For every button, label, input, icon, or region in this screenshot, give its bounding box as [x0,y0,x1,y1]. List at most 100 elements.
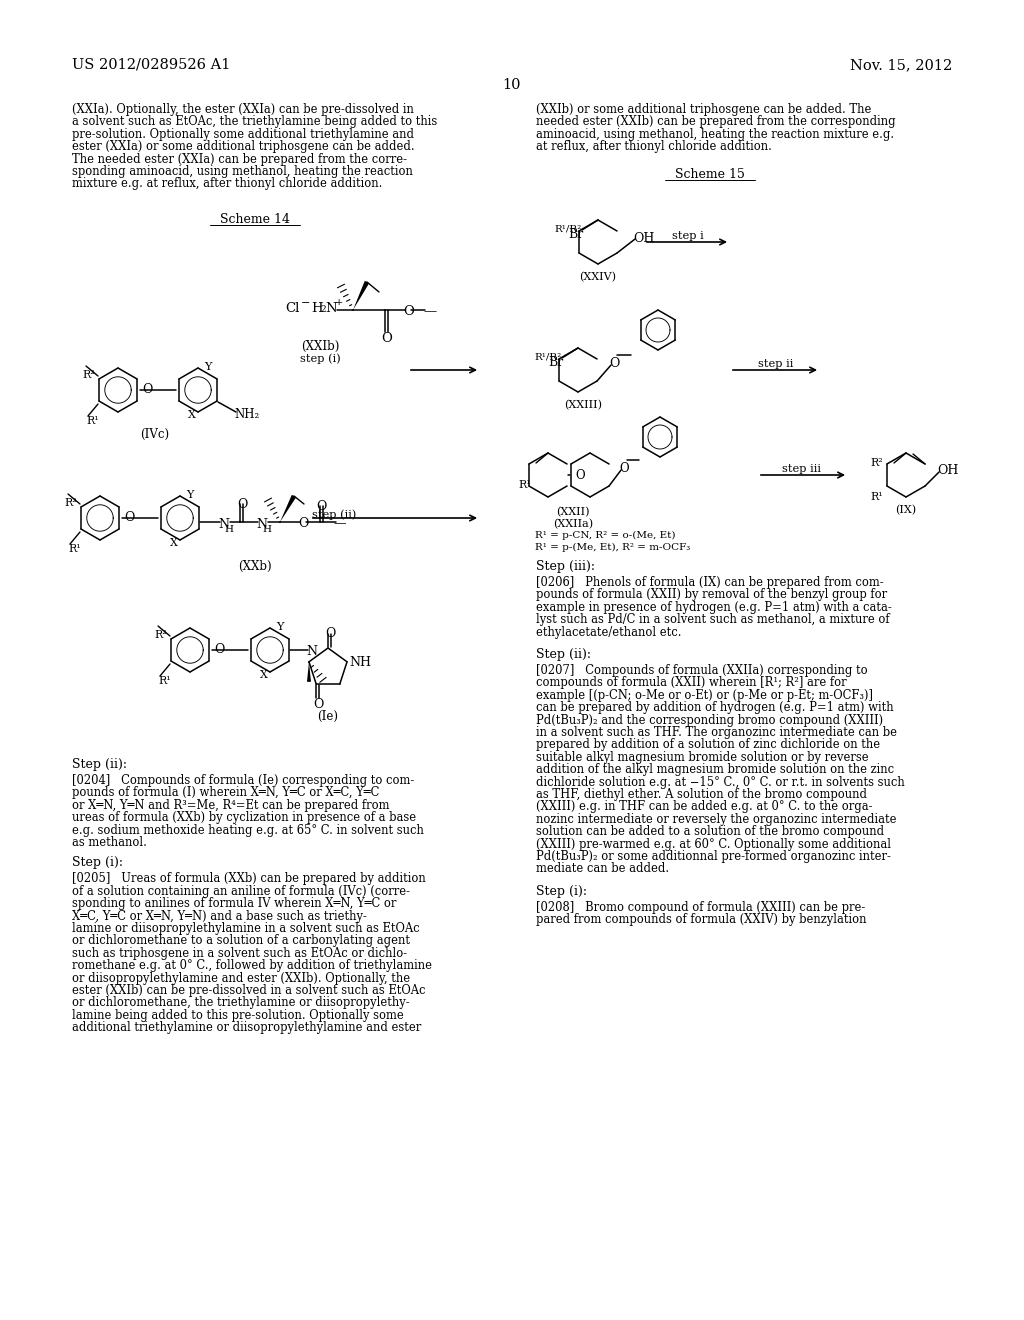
Text: or dichloromethane to a solution of a carbonylating agent: or dichloromethane to a solution of a ca… [72,935,410,948]
Text: or X═N, Y═N and R³=Me, R⁴=Et can be prepared from: or X═N, Y═N and R³=Me, R⁴=Et can be prep… [72,799,389,812]
Text: ethylacetate/ethanol etc.: ethylacetate/ethanol etc. [536,626,682,639]
Text: O: O [403,305,414,318]
Text: R²: R² [63,498,77,508]
Text: +: + [335,298,343,308]
Text: [0205]   Ureas of formula (XXb) can be prepared by addition: [0205] Ureas of formula (XXb) can be pre… [72,873,426,886]
Text: Cl: Cl [285,302,299,315]
Text: of a solution containing an aniline of formula (IVc) (corre-: of a solution containing an aniline of f… [72,884,410,898]
Text: Nov. 15, 2012: Nov. 15, 2012 [850,58,952,73]
Text: H: H [262,525,271,535]
Text: Step (ii):: Step (ii): [536,648,591,661]
Text: additional triethylamine or diisopropylethylamine and ester: additional triethylamine or diisopropyle… [72,1022,421,1034]
Text: R¹ = p-(Me, Et), R² = m-OCF₃: R¹ = p-(Me, Et), R² = m-OCF₃ [535,543,690,552]
Text: Scheme 15: Scheme 15 [675,168,744,181]
Text: (XXIIa): (XXIIa) [553,519,593,529]
Text: US 2012/0289526 A1: US 2012/0289526 A1 [72,58,230,73]
Text: solution can be added to a solution of the bromo compound: solution can be added to a solution of t… [536,825,884,838]
Text: R²: R² [154,630,167,640]
Text: Step (iii):: Step (iii): [536,560,595,573]
Text: pounds of formula (XXII) by removal of the benzyl group for: pounds of formula (XXII) by removal of t… [536,589,887,602]
Text: e.g. sodium methoxide heating e.g. at 65° C. in solvent such: e.g. sodium methoxide heating e.g. at 65… [72,824,424,837]
Text: lamine or diisopropylethylamine in a solvent such as EtOAc: lamine or diisopropylethylamine in a sol… [72,921,420,935]
Text: R¹: R¹ [86,416,98,426]
Text: suitable alkyl magnesium bromide solution or by reverse: suitable alkyl magnesium bromide solutio… [536,751,868,764]
Text: (XXIb): (XXIb) [301,341,339,352]
Text: R¹/R²: R¹/R² [554,224,582,234]
Text: O: O [313,698,324,711]
Text: ureas of formula (XXb) by cyclization in presence of a base: ureas of formula (XXb) by cyclization in… [72,812,416,824]
Text: ester (XXIb) can be pre-dissolved in a solvent such as EtOAc: ester (XXIb) can be pre-dissolved in a s… [72,983,426,997]
Text: mediate can be added.: mediate can be added. [536,862,669,875]
Text: Scheme 14: Scheme 14 [220,213,290,226]
Text: romethane e.g. at 0° C., followed by addition of triethylamine: romethane e.g. at 0° C., followed by add… [72,960,432,973]
Text: (XXIa). Optionally, the ester (XXIa) can be pre-dissolved in: (XXIa). Optionally, the ester (XXIa) can… [72,103,414,116]
Text: Step (i):: Step (i): [536,884,587,898]
Text: 10: 10 [503,78,521,92]
Text: lyst such as Pd/C in a solvent such as methanol, a mixture of: lyst such as Pd/C in a solvent such as m… [536,614,890,626]
Text: N: N [256,517,267,531]
Text: X: X [260,671,268,680]
Text: sponding to anilines of formula IV wherein X═N, Y═C or: sponding to anilines of formula IV where… [72,898,396,911]
Text: addition of the alkyl magnesium bromide solution on the zinc: addition of the alkyl magnesium bromide … [536,763,894,776]
Text: (XXIII) pre-warmed e.g. at 60° C. Optionally some additional: (XXIII) pre-warmed e.g. at 60° C. Option… [536,838,891,850]
Text: O: O [316,500,327,513]
Text: NH: NH [349,656,371,669]
Text: R¹: R¹ [68,544,81,554]
Text: (XXIV): (XXIV) [580,272,616,282]
Text: N: N [306,645,317,657]
Text: R²: R² [82,370,95,380]
Text: Pd(tBu₃P)₂ and the corresponding bromo compound (XXIII): Pd(tBu₃P)₂ and the corresponding bromo c… [536,714,883,726]
Text: step (i): step (i) [300,352,340,363]
Text: step (ii): step (ii) [312,510,356,520]
Text: as methanol.: as methanol. [72,836,146,849]
Polygon shape [280,495,296,521]
Text: pared from compounds of formula (XXIV) by benzylation: pared from compounds of formula (XXIV) b… [536,913,866,927]
Text: O: O [214,643,224,656]
Text: (IVc): (IVc) [140,428,170,441]
Text: O: O [124,511,134,524]
Text: in a solvent such as THF. The organozinc intermediate can be: in a solvent such as THF. The organozinc… [536,726,897,739]
Text: R¹: R¹ [518,480,530,490]
Text: R¹: R¹ [158,676,171,686]
Text: aminoacid, using methanol, heating the reaction mixture e.g.: aminoacid, using methanol, heating the r… [536,128,894,141]
Text: mixture e.g. at reflux, after thionyl chloride addition.: mixture e.g. at reflux, after thionyl ch… [72,177,382,190]
Text: [0208]   Bromo compound of formula (XXIII) can be pre-: [0208] Bromo compound of formula (XXIII)… [536,900,865,913]
Text: pounds of formula (I) wherein X═N, Y═C or X═C, Y═C: pounds of formula (I) wherein X═N, Y═C o… [72,787,379,800]
Text: O: O [381,333,392,345]
Text: step ii: step ii [758,359,794,370]
Text: O: O [237,498,248,511]
Text: The needed ester (XXIa) can be prepared from the corre-: The needed ester (XXIa) can be prepared … [72,153,407,165]
Text: (XXIII): (XXIII) [564,400,602,411]
Text: compounds of formula (XXII) wherein [R¹; R²] are for: compounds of formula (XXII) wherein [R¹;… [536,676,847,689]
Text: OH: OH [633,232,654,246]
Text: or diisopropylethylamine and ester (XXIb). Optionally, the: or diisopropylethylamine and ester (XXIb… [72,972,411,985]
Text: O: O [575,469,585,482]
Polygon shape [353,281,370,310]
Text: (Ie): (Ie) [317,710,339,723]
Text: such as triphosgene in a solvent such as EtOAc or dichlo-: such as triphosgene in a solvent such as… [72,946,408,960]
Text: ester (XXIa) or some additional triphosgene can be added.: ester (XXIa) or some additional triphosg… [72,140,415,153]
Text: (XXb): (XXb) [239,560,271,573]
Text: H: H [224,525,233,535]
Text: as THF, diethyl ether. A solution of the bromo compound: as THF, diethyl ether. A solution of the… [536,788,867,801]
Text: O: O [298,517,308,531]
Text: Y: Y [276,622,284,632]
Text: [0204]   Compounds of formula (Ie) corresponding to com-: [0204] Compounds of formula (Ie) corresp… [72,774,415,787]
Text: N: N [218,517,229,531]
Text: O: O [325,627,336,640]
Text: H: H [311,302,323,315]
Text: R¹: R¹ [870,492,883,502]
Text: sponding aminoacid, using methanol, heating the reaction: sponding aminoacid, using methanol, heat… [72,165,413,178]
Text: Y: Y [204,362,211,372]
Text: O: O [142,383,153,396]
Text: X═C, Y═C or X═N, Y═N) and a base such as triethy-: X═C, Y═C or X═N, Y═N) and a base such as… [72,909,367,923]
Text: step i: step i [672,231,703,242]
Text: X: X [188,411,196,420]
Text: nozinc intermediate or reversely the organozinc intermediate: nozinc intermediate or reversely the org… [536,813,896,826]
Text: needed ester (XXIb) can be prepared from the corresponding: needed ester (XXIb) can be prepared from… [536,115,896,128]
Text: Step (i):: Step (i): [72,857,123,870]
Text: (XXIb) or some additional triphosgene can be added. The: (XXIb) or some additional triphosgene ca… [536,103,871,116]
Text: Br: Br [548,356,563,370]
Text: Y: Y [186,490,194,500]
Text: can be prepared by addition of hydrogen (e.g. P=1 atm) with: can be prepared by addition of hydrogen … [536,701,894,714]
